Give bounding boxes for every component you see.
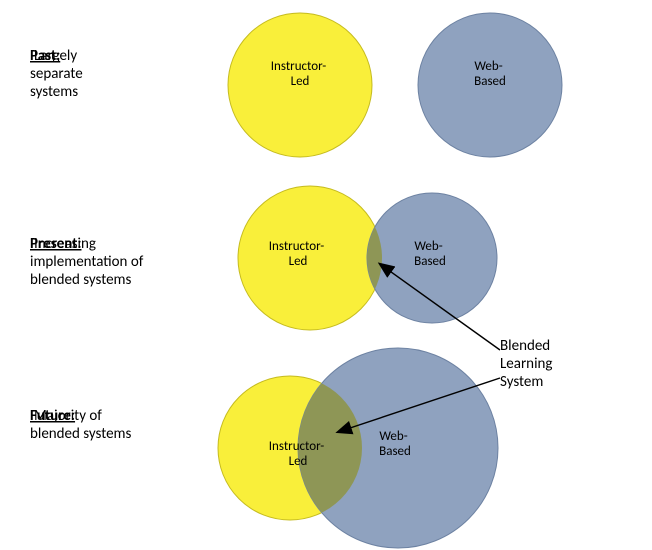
past-label: Past: Largely separate systems <box>30 47 86 101</box>
annotation-label: Blended Learning System <box>500 337 556 391</box>
row-past: Past: Largely separate systems Instructo… <box>30 13 562 157</box>
blended-learning-diagram: Past: Largely separate systems Instructo… <box>0 0 652 550</box>
future-web-label: Web- Based <box>379 429 411 459</box>
row-future: Future: Majority of blended systems Inst… <box>30 348 498 548</box>
present-instructor-circle <box>238 186 382 330</box>
present-web-label: Web- Based <box>414 239 446 269</box>
row-present: Present: Increasing implementation of bl… <box>30 186 497 330</box>
present-label: Present: Increasing implementation of bl… <box>30 235 147 289</box>
past-web-label: Web- Based <box>474 59 506 89</box>
future-label: Future: Majority of blended systems <box>30 407 132 443</box>
